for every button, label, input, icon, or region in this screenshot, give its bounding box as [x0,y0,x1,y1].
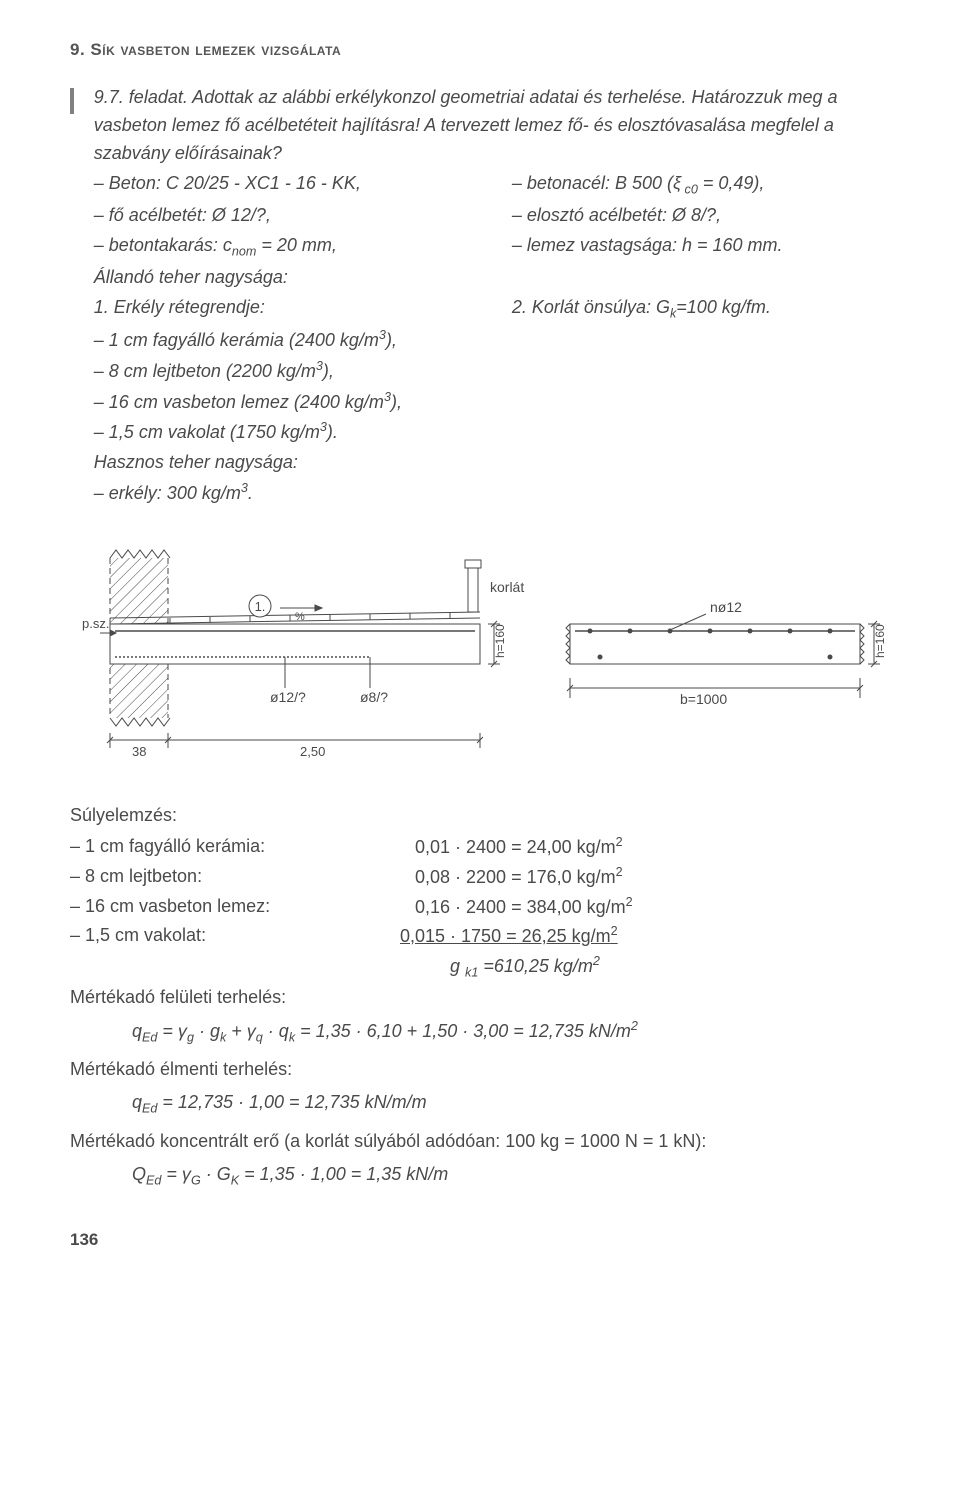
beton-spec: – Beton: C 20/25 - XC1 - 16 - KK, [94,170,472,198]
section-figure: 1. % korlát p.sz. h=1 [70,538,890,773]
section-bar [70,88,74,114]
dim-250: 2,50 [300,744,325,759]
label-h160-left: h=160 [493,624,507,658]
eq-qed: qEd = γg · gk + γq · qk = 1,35 · 6,10 + … [132,1016,890,1048]
label-d8: ø8/? [360,689,388,705]
dim-b1000: b=1000 [680,691,727,707]
surface-load-heading: Mértékadó felületi terhelés: [70,983,890,1012]
const-load-heading: Állandó teher nagysága: [94,264,890,292]
task-intro: 9.7. feladat. Adottak az alábbi erkélyko… [94,84,890,510]
slab-thickness: – lemez vastagsága: h = 160 mm. [512,232,890,260]
fig-callout-1: 1. [255,599,266,614]
balcony-section-svg: 1. % korlát p.sz. h=1 [70,538,890,768]
weight-sum: g k1 =610,25 kg/m2 [450,951,890,983]
w3-value: 0,16 · 2400 = 384,00 kg/m2 [300,892,890,922]
label-d12: ø12/? [270,689,306,705]
railing-weight: 2. Korlát önsúlya: Gk=100 kg/fm. [512,294,890,324]
useful-load-heading: Hasznos teher nagysága: [94,449,890,477]
weight-heading: Súlyelemzés: [70,801,890,830]
main-rebar: – fő acélbetét: Ø 12/?, [94,202,472,230]
label-psz: p.sz. [82,616,109,631]
label-korlat: korlát [490,579,524,595]
layer-3: – 16 cm vasbeton lemez (2400 kg/m3), [94,388,890,417]
layer-1: – 1 cm fagyálló kerámia (2400 kg/m3), [94,326,890,355]
layers-heading: 1. Erkély rétegrendje: [94,294,472,322]
edge-load-heading: Mértékadó élmenti terhelés: [70,1055,890,1084]
w4-value: 0,015 · 1750 = 26,25 kg/m2 [300,921,890,951]
w2-value: 0,08 · 2200 = 176,0 kg/m2 [300,862,890,892]
chapter-header: 9. Sík vasbeton lemezek vizsgálata [70,40,890,60]
eq-qed-line: qEd = 12,735 · 1,00 = 12,735 kN/m/m [132,1088,890,1119]
w3-label: – 16 cm vasbeton lemez: [70,892,300,922]
dist-rebar: – elosztó acélbetét: Ø 8/?, [512,202,890,230]
w4-label: – 1,5 cm vakolat: [70,921,300,951]
task-statement: 9.7. feladat. Adottak az alábbi erkélyko… [94,84,890,168]
eq-Qed: QEd = γG · GK = 1,35 · 1,00 = 1,35 kN/m [132,1160,890,1191]
layer-2: – 8 cm lejtbeton (2200 kg/m3), [94,357,890,386]
useful-load-value: – erkély: 300 kg/m3. [94,479,890,508]
w2-label: – 8 cm lejtbeton: [70,862,300,892]
conc-load-heading: Mértékadó koncentrált erő (a korlát súly… [70,1127,890,1156]
layer-4: – 1,5 cm vakolat (1750 kg/m3). [94,418,890,447]
steel-spec: – betonacél: B 500 (ξ c0 = 0,49), [512,170,890,200]
w1-value: 0,01 · 2400 = 24,00 kg/m2 [300,832,890,862]
w1-label: – 1 cm fagyálló kerámia: [70,832,300,862]
svg-text:%: % [295,611,305,623]
label-h160-right: h=160 [873,624,887,658]
label-no12: nø12 [710,599,742,615]
cover: – betontakarás: cnom = 20 mm, [94,232,472,262]
dim-38: 38 [132,744,146,759]
page-number: 136 [70,1230,890,1250]
